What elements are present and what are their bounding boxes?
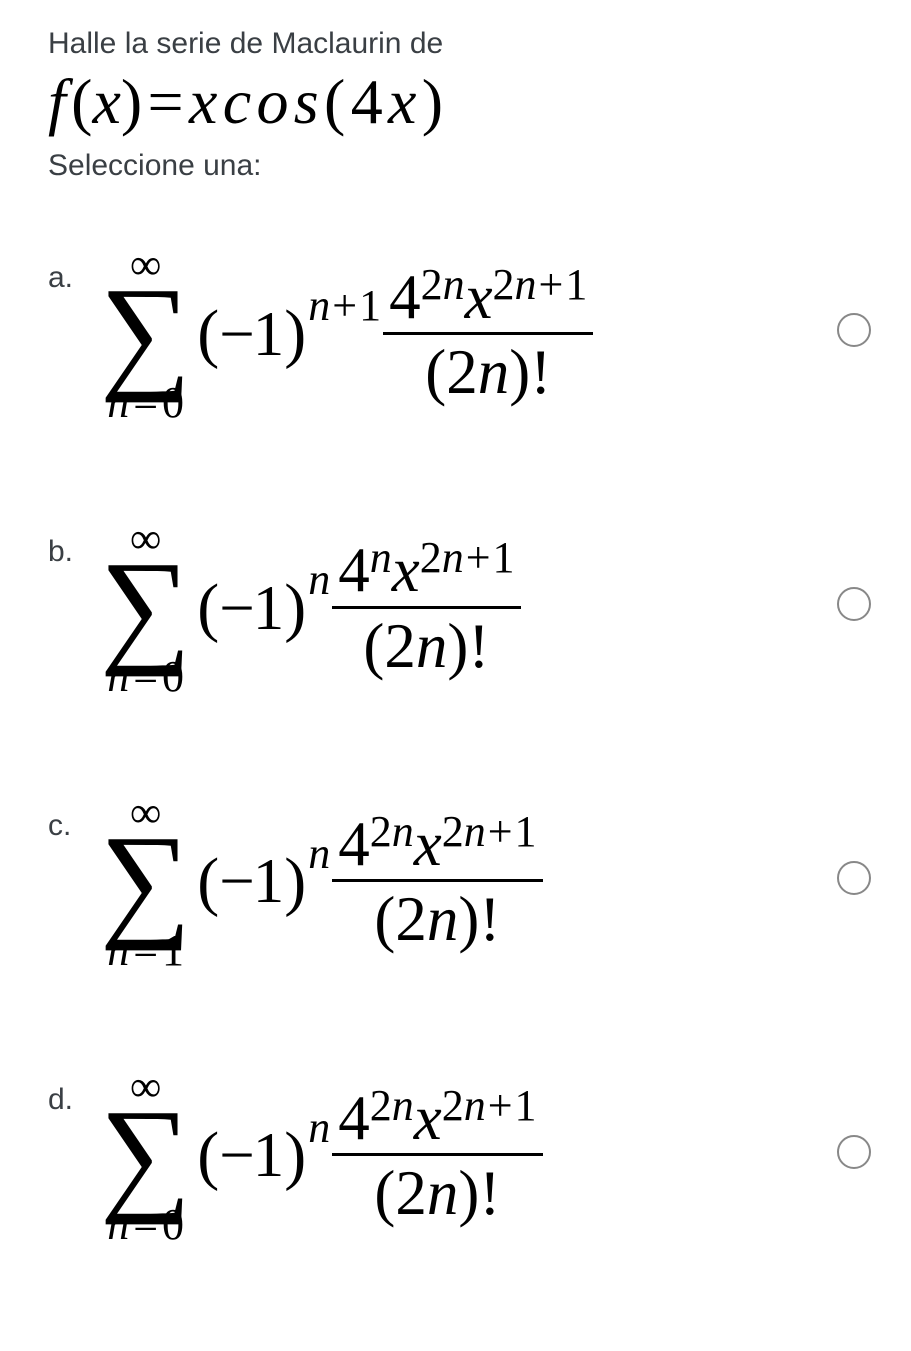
option-letter: a. bbox=[48, 243, 100, 295]
sigma-lower: n=0 bbox=[107, 655, 184, 699]
option-c: c. ∞ ∑ n=1 (−1)n 42n x2n+1 bbox=[48, 791, 871, 973]
sigma-lower: n=0 bbox=[107, 381, 184, 425]
sigma-symbol: ∑ bbox=[100, 1105, 191, 1205]
radio-option-d[interactable] bbox=[837, 1135, 871, 1169]
option-expression: ∞ ∑ n=0 (−1)n 42n x2n+1 bbox=[100, 1065, 825, 1247]
function-expression: f (x) = x c o s ( 4 x ) bbox=[48, 67, 871, 137]
question-stem: Halle la serie de Maclaurin de bbox=[48, 24, 871, 63]
option-letter: c. bbox=[48, 791, 100, 843]
radio-option-a[interactable] bbox=[837, 313, 871, 347]
option-d: d. ∞ ∑ n=0 (−1)n 42n x2n+1 bbox=[48, 1065, 871, 1247]
options-list: a. ∞ ∑ n=0 (−1)n+1 42n x2n+1 bbox=[48, 243, 871, 1246]
option-expression: ∞ ∑ n=0 (−1)n+1 42n x2n+1 bbox=[100, 243, 825, 425]
option-a: a. ∞ ∑ n=0 (−1)n+1 42n x2n+1 bbox=[48, 243, 871, 425]
option-expression: ∞ ∑ n=0 (−1)n 4n x2n+1 bbox=[100, 517, 825, 699]
radio-option-b[interactable] bbox=[837, 587, 871, 621]
option-letter: d. bbox=[48, 1065, 100, 1117]
sigma-symbol: ∑ bbox=[100, 557, 191, 657]
select-one-label: Seleccione una: bbox=[48, 149, 871, 183]
sigma-symbol: ∑ bbox=[100, 283, 191, 383]
radio-option-c[interactable] bbox=[837, 861, 871, 895]
question-container: Halle la serie de Maclaurin de f (x) = x… bbox=[0, 0, 911, 1287]
sigma-symbol: ∑ bbox=[100, 831, 191, 931]
sigma-lower: n=1 bbox=[107, 929, 184, 973]
sigma-lower: n=0 bbox=[107, 1203, 184, 1247]
option-b: b. ∞ ∑ n=0 (−1)n 4n x2n+1 bbox=[48, 517, 871, 699]
option-letter: b. bbox=[48, 517, 100, 569]
option-expression: ∞ ∑ n=1 (−1)n 42n x2n+1 bbox=[100, 791, 825, 973]
